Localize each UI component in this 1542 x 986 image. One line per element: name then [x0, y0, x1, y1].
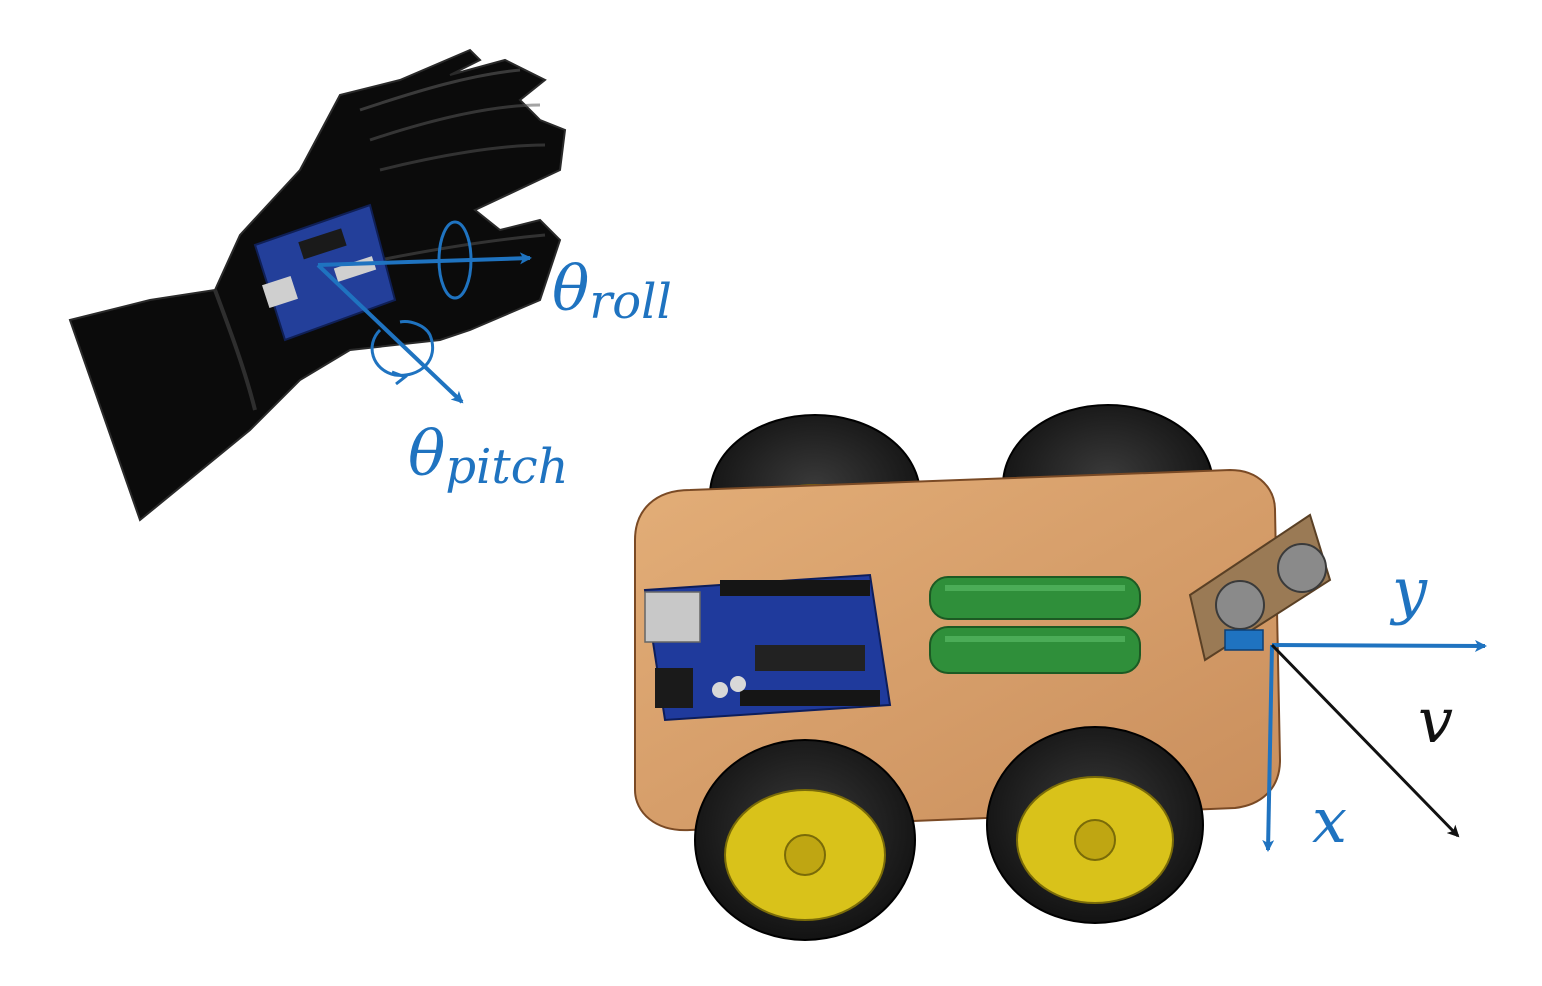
x-axis-arrow: [1262, 644, 1275, 852]
wheel-bottom-left: [694, 739, 916, 941]
velocity-arrow: [1270, 643, 1460, 838]
y-axis-label: y: [1389, 554, 1428, 627]
theta-roll-label: θroll: [552, 252, 672, 330]
pitch-arrow: [316, 263, 464, 404]
theta-pitch-symbol: θ: [408, 417, 445, 490]
y-axis-arrow: [1271, 639, 1487, 652]
theta-pitch-label: θpitch: [408, 417, 569, 495]
robot-car-illustration: [634, 404, 1332, 941]
ultrasonic-sensor: [1188, 513, 1332, 662]
wheel-bottom-right: [986, 726, 1204, 924]
car-arduino-board: [643, 573, 892, 722]
velocity-label: v: [1418, 684, 1453, 757]
theta-pitch-subscript: pitch: [445, 439, 568, 495]
battery-pack: [929, 576, 1141, 674]
x-axis-label: x: [1312, 784, 1347, 857]
roll-arrow: [317, 252, 532, 267]
theta-roll-symbol: θ: [552, 252, 589, 325]
theta-roll-subscript: roll: [589, 274, 672, 330]
